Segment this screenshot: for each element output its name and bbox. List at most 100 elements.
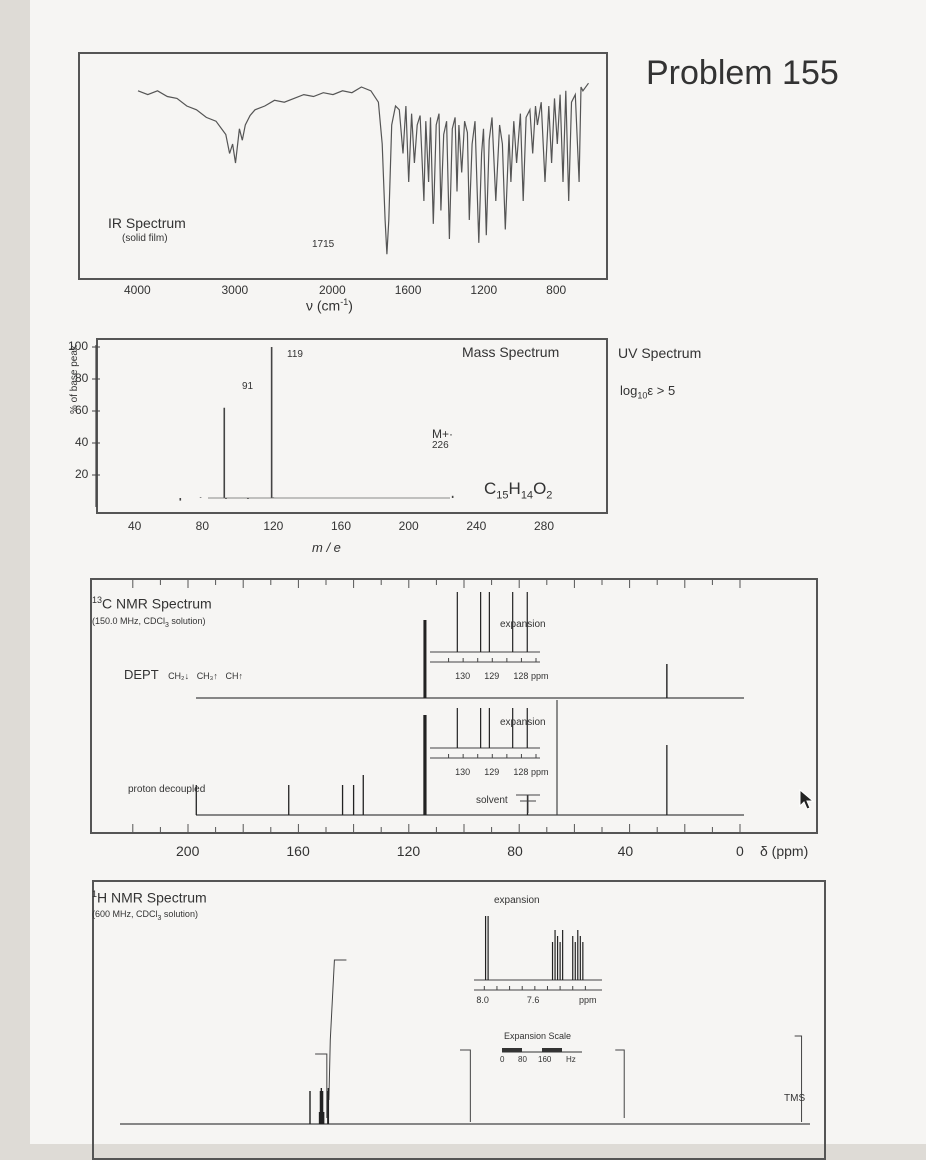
- ms-y-tick-label: 100: [68, 339, 89, 353]
- uv-log: log: [620, 383, 638, 398]
- ms-y-axis: [92, 345, 100, 507]
- ms-formula: C15H14O2: [484, 480, 552, 501]
- dept-ch2: CH₂: [168, 671, 185, 681]
- h1-integral-tms: [794, 1035, 803, 1122]
- h1-expansion-tick-label: 7.6: [526, 995, 540, 1005]
- ms-x-label: m / e: [312, 540, 341, 555]
- c13-dept-expansion-label: expansion: [500, 619, 546, 630]
- ir-unit-close: ): [348, 297, 353, 314]
- formula-o-count: 2: [546, 489, 553, 502]
- dept-ch: CH: [225, 671, 239, 681]
- ir-tick-label: 1200: [470, 283, 498, 297]
- ms-x-tick-label: 80: [195, 519, 210, 533]
- ir-nu-symbol: ν: [306, 297, 313, 314]
- c13-title-text: C NMR Spectrum: [102, 595, 212, 612]
- ms-y-tick-label: 40: [75, 435, 89, 449]
- dept-ch3: CH₃: [196, 671, 214, 681]
- c13-pd-expansion: [430, 708, 540, 759]
- ms-ylabel: % of base peak: [69, 345, 80, 414]
- ir-spectrum-panel: [78, 52, 608, 280]
- formula-c-count: 15: [496, 489, 509, 502]
- ir-tick-label: 3000: [221, 283, 249, 297]
- uv-title: UV Spectrum: [618, 345, 702, 361]
- h1-integral-left: [315, 1053, 328, 1118]
- mass-spectrum-panel: [96, 338, 608, 514]
- h1-subtitle: (600 MHz, CDCl3 solution): [92, 910, 198, 922]
- uv-log-base: 10: [637, 390, 648, 401]
- dept-down-arrow-icon: ↓: [184, 671, 190, 681]
- c13-title: 13C NMR Spectrum: [92, 596, 212, 611]
- h1-title: 1H NMR Spectrum: [92, 890, 207, 905]
- uv-epsilon: ε > 5: [647, 383, 676, 398]
- ms-x-tick-label: 280: [534, 519, 555, 533]
- ir-x-label: ν (cm-1): [306, 298, 353, 313]
- c13-subtitle-text: (150.0 MHz, CDCl: [92, 616, 166, 626]
- c13-subtitle: (150.0 MHz, CDCl3 solution): [92, 617, 205, 629]
- c13-expansion-tick-label: 129: [484, 671, 500, 681]
- c13-panel: [90, 578, 818, 834]
- ir-peak-label: 1715: [312, 239, 335, 250]
- ms-molecular-ion-value: 226: [432, 440, 449, 451]
- c13-expansion-tick-label: 129: [484, 767, 500, 777]
- formula-h: H: [508, 479, 521, 498]
- expansion-scale-tick-label: 80: [518, 1055, 527, 1064]
- h1-integral-aromatic: [328, 959, 347, 1101]
- c13-pd-expansion-label: expansion: [500, 717, 546, 728]
- solvent-label: solvent: [476, 795, 508, 806]
- c13-subtitle-sub: 3: [165, 621, 169, 629]
- ms-y-tick-label: 60: [75, 403, 89, 417]
- ir-spectrum-plot: [137, 82, 589, 255]
- formula-o: O: [533, 479, 547, 498]
- h1-expansion: [474, 916, 602, 1053]
- c13-proton-decoupled-peaks: [195, 715, 668, 815]
- c13-subtitle-end: solution): [168, 616, 206, 626]
- ms-y-tick-label: 20: [75, 467, 89, 481]
- expansion-scale-tick-label: Hz: [566, 1055, 576, 1064]
- c13-x-tick-label: 160: [286, 843, 310, 859]
- c13-x-tick-label: 40: [617, 843, 634, 859]
- h1-title-text: H NMR Spectrum: [97, 889, 207, 906]
- ms-x-tick-label: 200: [398, 519, 419, 533]
- ir-trace: [137, 82, 589, 255]
- ir-title: IR Spectrum: [108, 215, 186, 231]
- h1-expansion-tick-label: 8.0: [476, 995, 489, 1005]
- c13-expansion-tick-label: 130: [455, 671, 471, 681]
- c13-dept-expansion: [430, 592, 540, 663]
- dept-ch-up-arrow-icon: ↑: [238, 671, 243, 681]
- h1-peaks: [309, 959, 803, 1124]
- ir-tick-label: 800: [546, 283, 567, 297]
- ms-label-91: 91: [242, 381, 254, 392]
- dept-label: DEPT CH₂↓ CH₃↑ CH↑: [124, 668, 243, 681]
- h1-subtitle-end: solution): [161, 909, 198, 919]
- c13-plot: [132, 580, 744, 832]
- problem-sheet: Problem 155 IR Spectrum (solid film) 171…: [30, 0, 926, 1160]
- c13-x-tick-label: 80: [507, 843, 523, 859]
- ir-subtitle: (solid film): [122, 233, 168, 244]
- c13-x-tick-label: 120: [396, 843, 421, 859]
- tms-label: TMS: [784, 1093, 806, 1104]
- ir-tick-label: 2000: [319, 283, 346, 297]
- ir-unit: (cm: [316, 297, 341, 314]
- c13-expansion-tick-label: 130: [455, 767, 471, 777]
- expansion-scale-tick-label: 160: [538, 1055, 552, 1064]
- c13-x-tick-label: 0: [736, 843, 744, 859]
- c13-expansion-tick-label: 128 ppm: [513, 767, 549, 777]
- ms-x-tick-label: 240: [466, 519, 487, 533]
- ms-bars: [179, 347, 454, 501]
- page-title: Problem 155: [646, 54, 839, 92]
- h1-expansion-label: expansion: [494, 895, 540, 906]
- h1-plot: [120, 916, 810, 1125]
- h1-subtitle-text: (600 MHz, CDCl: [92, 909, 158, 919]
- ms-x-tick-label: 40: [128, 519, 142, 533]
- proton-decoupled-label: proton decoupled: [128, 784, 206, 795]
- h1-expansion-tick-label: ppm: [579, 995, 597, 1005]
- c13-dept-peaks: [423, 620, 668, 698]
- h1-subtitle-sub: 3: [157, 914, 162, 922]
- ms-y-tick-label: 80: [75, 371, 89, 385]
- ir-tick-label: 1600: [394, 283, 422, 297]
- ir-unit-exp: -1: [340, 297, 349, 307]
- ms-molecular-ion: M+·: [432, 427, 453, 441]
- scale-bar-segment: [502, 1048, 522, 1052]
- c13-title-sup: 13: [92, 595, 103, 605]
- ms-x-tick-label: 120: [263, 519, 284, 533]
